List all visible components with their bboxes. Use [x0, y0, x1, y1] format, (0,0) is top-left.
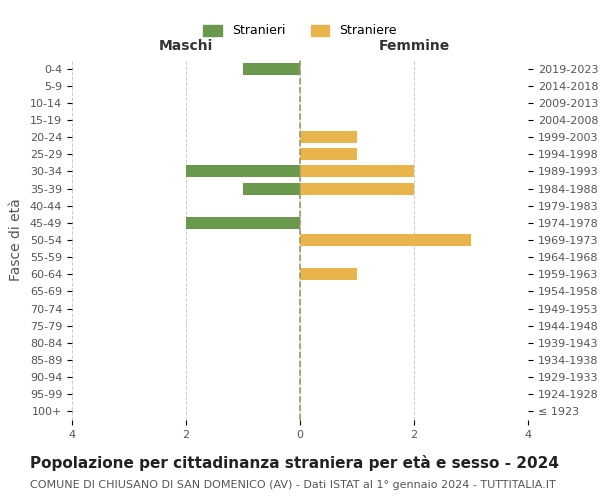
Bar [186, 217, 300, 229]
Text: Popolazione per cittadinanza straniera per età e sesso - 2024: Popolazione per cittadinanza straniera p… [30, 455, 559, 471]
Bar [243, 182, 300, 194]
Bar [243, 62, 300, 74]
Bar [186, 166, 300, 177]
Bar [300, 166, 414, 177]
Y-axis label: Fasce di età: Fasce di età [9, 198, 23, 281]
Text: Femmine: Femmine [379, 39, 449, 53]
Text: Maschi: Maschi [159, 39, 213, 53]
Bar [300, 182, 414, 194]
Bar [300, 234, 471, 246]
Bar [300, 148, 357, 160]
Bar [300, 131, 357, 143]
Legend: Stranieri, Straniere: Stranieri, Straniere [198, 20, 402, 42]
Text: COMUNE DI CHIUSANO DI SAN DOMENICO (AV) - Dati ISTAT al 1° gennaio 2024 - TUTTIT: COMUNE DI CHIUSANO DI SAN DOMENICO (AV) … [30, 480, 556, 490]
Bar [300, 268, 357, 280]
